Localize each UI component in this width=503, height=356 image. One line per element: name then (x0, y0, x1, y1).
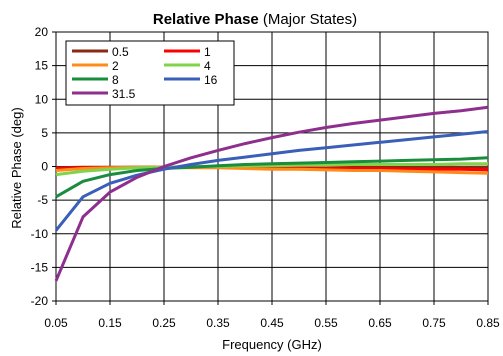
x-tick-label: 0.35 (206, 316, 230, 330)
y-tick-label: -15 (31, 260, 49, 274)
x-tick-label: 0.75 (422, 316, 446, 330)
y-tick-labels: 20 15 10 5 0 -5 -10 -15 -20 (31, 25, 49, 308)
series-line-16 (54, 130, 489, 232)
y-tick-label: 5 (41, 126, 48, 140)
legend-label-1: 1 (204, 45, 211, 59)
legend-label-16: 16 (204, 73, 218, 87)
x-tick-label: 0.05 (44, 316, 68, 330)
y-tick-label: 10 (35, 92, 49, 106)
y-tick-label: -10 (31, 227, 49, 241)
y-tick-label: -5 (37, 193, 48, 207)
y-axis-label: Relative Phase (deg) (9, 107, 24, 228)
legend-label-8: 8 (112, 73, 119, 87)
x-tick-labels: 0.05 0.15 0.25 0.35 0.45 0.55 0.65 0.75 0.85 (44, 316, 500, 330)
x-tick-label: 0.65 (368, 316, 392, 330)
chart-title-rest: (Major States) (259, 11, 357, 28)
y-tick-label: -20 (31, 294, 49, 308)
x-tick-label: 0.55 (314, 316, 338, 330)
x-tick-label: 0.45 (260, 316, 284, 330)
legend-label-2: 2 (112, 59, 119, 73)
x-axis-label: Frequency (GHz) (222, 337, 322, 352)
legend-label-0.5: 0.5 (112, 45, 129, 59)
x-tick-label: 0.85 (476, 316, 500, 330)
chart-title: Relative Phase (Major States) (153, 11, 357, 28)
legend-label-31.5: 31.5 (112, 87, 136, 101)
series-lines (54, 105, 489, 282)
y-tick-label: 0 (41, 160, 48, 174)
x-tick-label: 0.25 (152, 316, 176, 330)
series-line-4 (55, 162, 488, 177)
legend-label-4: 4 (204, 59, 211, 73)
y-tick-label: 15 (35, 59, 49, 73)
x-tick-label: 0.15 (98, 316, 122, 330)
series-line-31.5 (54, 105, 489, 282)
series-line-8 (55, 156, 489, 199)
legend: 0.5 1 2 4 8 16 31.5 (65, 40, 235, 106)
chart-title-bold: Relative Phase (153, 11, 259, 28)
y-tick-label: 20 (35, 25, 49, 39)
